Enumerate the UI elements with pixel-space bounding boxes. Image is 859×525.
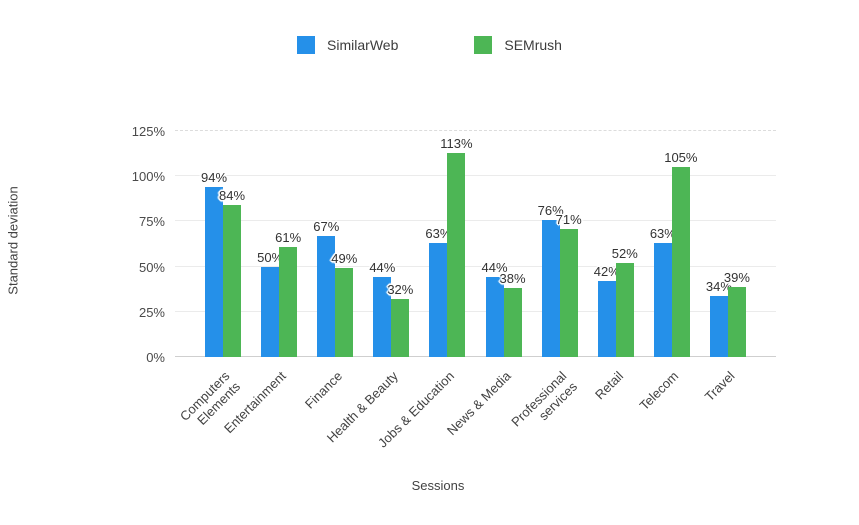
bar-semrush-3 <box>391 299 410 357</box>
bar-value-label: 32% <box>387 282 414 298</box>
bar-similarweb-2 <box>317 235 336 357</box>
bar-value-label: 61% <box>275 229 302 245</box>
y-tick-label: 25% <box>138 304 165 320</box>
y-axis-ticks: 0% 25% 50% 75% 100% 125% <box>95 124 165 365</box>
x-axis-label: Retail <box>591 368 626 403</box>
y-tick-label: 125% <box>131 124 165 139</box>
legend-swatch-similarweb <box>297 36 316 54</box>
bar-value-label: 67% <box>313 218 340 234</box>
bar-value-label: 44% <box>481 260 508 276</box>
x-axis-label: Telecom <box>636 368 682 414</box>
bar-semrush-2 <box>335 268 354 357</box>
bar-value-label: 52% <box>611 245 638 261</box>
plot-area: 94% 84% 50% 61% 67% 49% 44% 32% 63% 113% 44% 38% 76%… <box>175 130 776 357</box>
bar-semrush-9 <box>727 286 746 357</box>
bar-similarweb-9 <box>709 295 728 357</box>
gridline <box>175 310 776 312</box>
bar-semrush-0 <box>223 205 242 357</box>
gridline <box>175 130 776 131</box>
x-axis-title: Sessions <box>411 478 465 493</box>
bar-semrush-7 <box>615 262 634 357</box>
legend-swatch-semrush <box>474 36 493 54</box>
bar-similarweb-0 <box>205 187 224 357</box>
y-tick-label: 0% <box>146 350 165 365</box>
legend-label-similarweb: SimilarWeb <box>327 37 399 53</box>
bar-value-label: 42% <box>593 264 620 280</box>
bar-similarweb-5 <box>485 277 504 357</box>
bar-value-label: 63% <box>425 226 452 242</box>
bar-value-label: 84% <box>219 188 246 204</box>
bar-value-label: 105% <box>664 150 698 166</box>
x-axis-labels: Computers Elements Entertainment Finance He… <box>175 357 776 467</box>
legend-item-similarweb: SimilarWeb <box>297 36 398 54</box>
gridline <box>175 220 776 222</box>
x-axis-label: Professional services <box>508 368 581 430</box>
bar-value-label: 50% <box>257 249 284 265</box>
x-axis-label: Travel <box>702 368 738 405</box>
gridline <box>175 175 776 177</box>
bar-semrush-8 <box>671 167 690 357</box>
gridline <box>175 356 776 357</box>
bar-value-label: 63% <box>649 226 676 242</box>
legend-label-semrush: SEMrush <box>504 37 562 53</box>
bar-similarweb-8 <box>653 243 672 357</box>
bar-value-label: 39% <box>723 269 750 285</box>
y-tick-label: 100% <box>131 169 165 185</box>
bar-value-label: 94% <box>201 170 228 186</box>
bar-similarweb-3 <box>373 277 392 357</box>
bar-similarweb-7 <box>597 281 616 357</box>
bar-semrush-1 <box>279 246 298 357</box>
legend-item-semrush: SEMrush <box>474 36 562 54</box>
y-tick-label: 50% <box>138 259 165 275</box>
bar-semrush-6 <box>559 228 578 357</box>
bar-similarweb-4 <box>429 243 448 357</box>
y-axis-title: Standard deviation <box>5 186 21 295</box>
bar-semrush-4 <box>447 152 466 357</box>
bar-semrush-5 <box>503 288 522 357</box>
y-tick-label: 75% <box>138 214 165 230</box>
bar-value-label: 76% <box>537 202 564 218</box>
bar-similarweb-1 <box>261 266 280 357</box>
bar-value-label: 71% <box>555 211 582 227</box>
gridline <box>175 265 776 267</box>
bar-value-label: 44% <box>369 260 396 276</box>
bar-value-label: 113% <box>440 135 473 151</box>
bar-value-label: 49% <box>331 251 358 267</box>
bar-value-label: 34% <box>705 278 732 294</box>
legend: SimilarWeb SEMrush <box>0 36 859 54</box>
x-axis-label: Finance <box>301 368 346 412</box>
bar-value-label: 38% <box>499 271 526 287</box>
bar-similarweb-6 <box>541 219 560 357</box>
